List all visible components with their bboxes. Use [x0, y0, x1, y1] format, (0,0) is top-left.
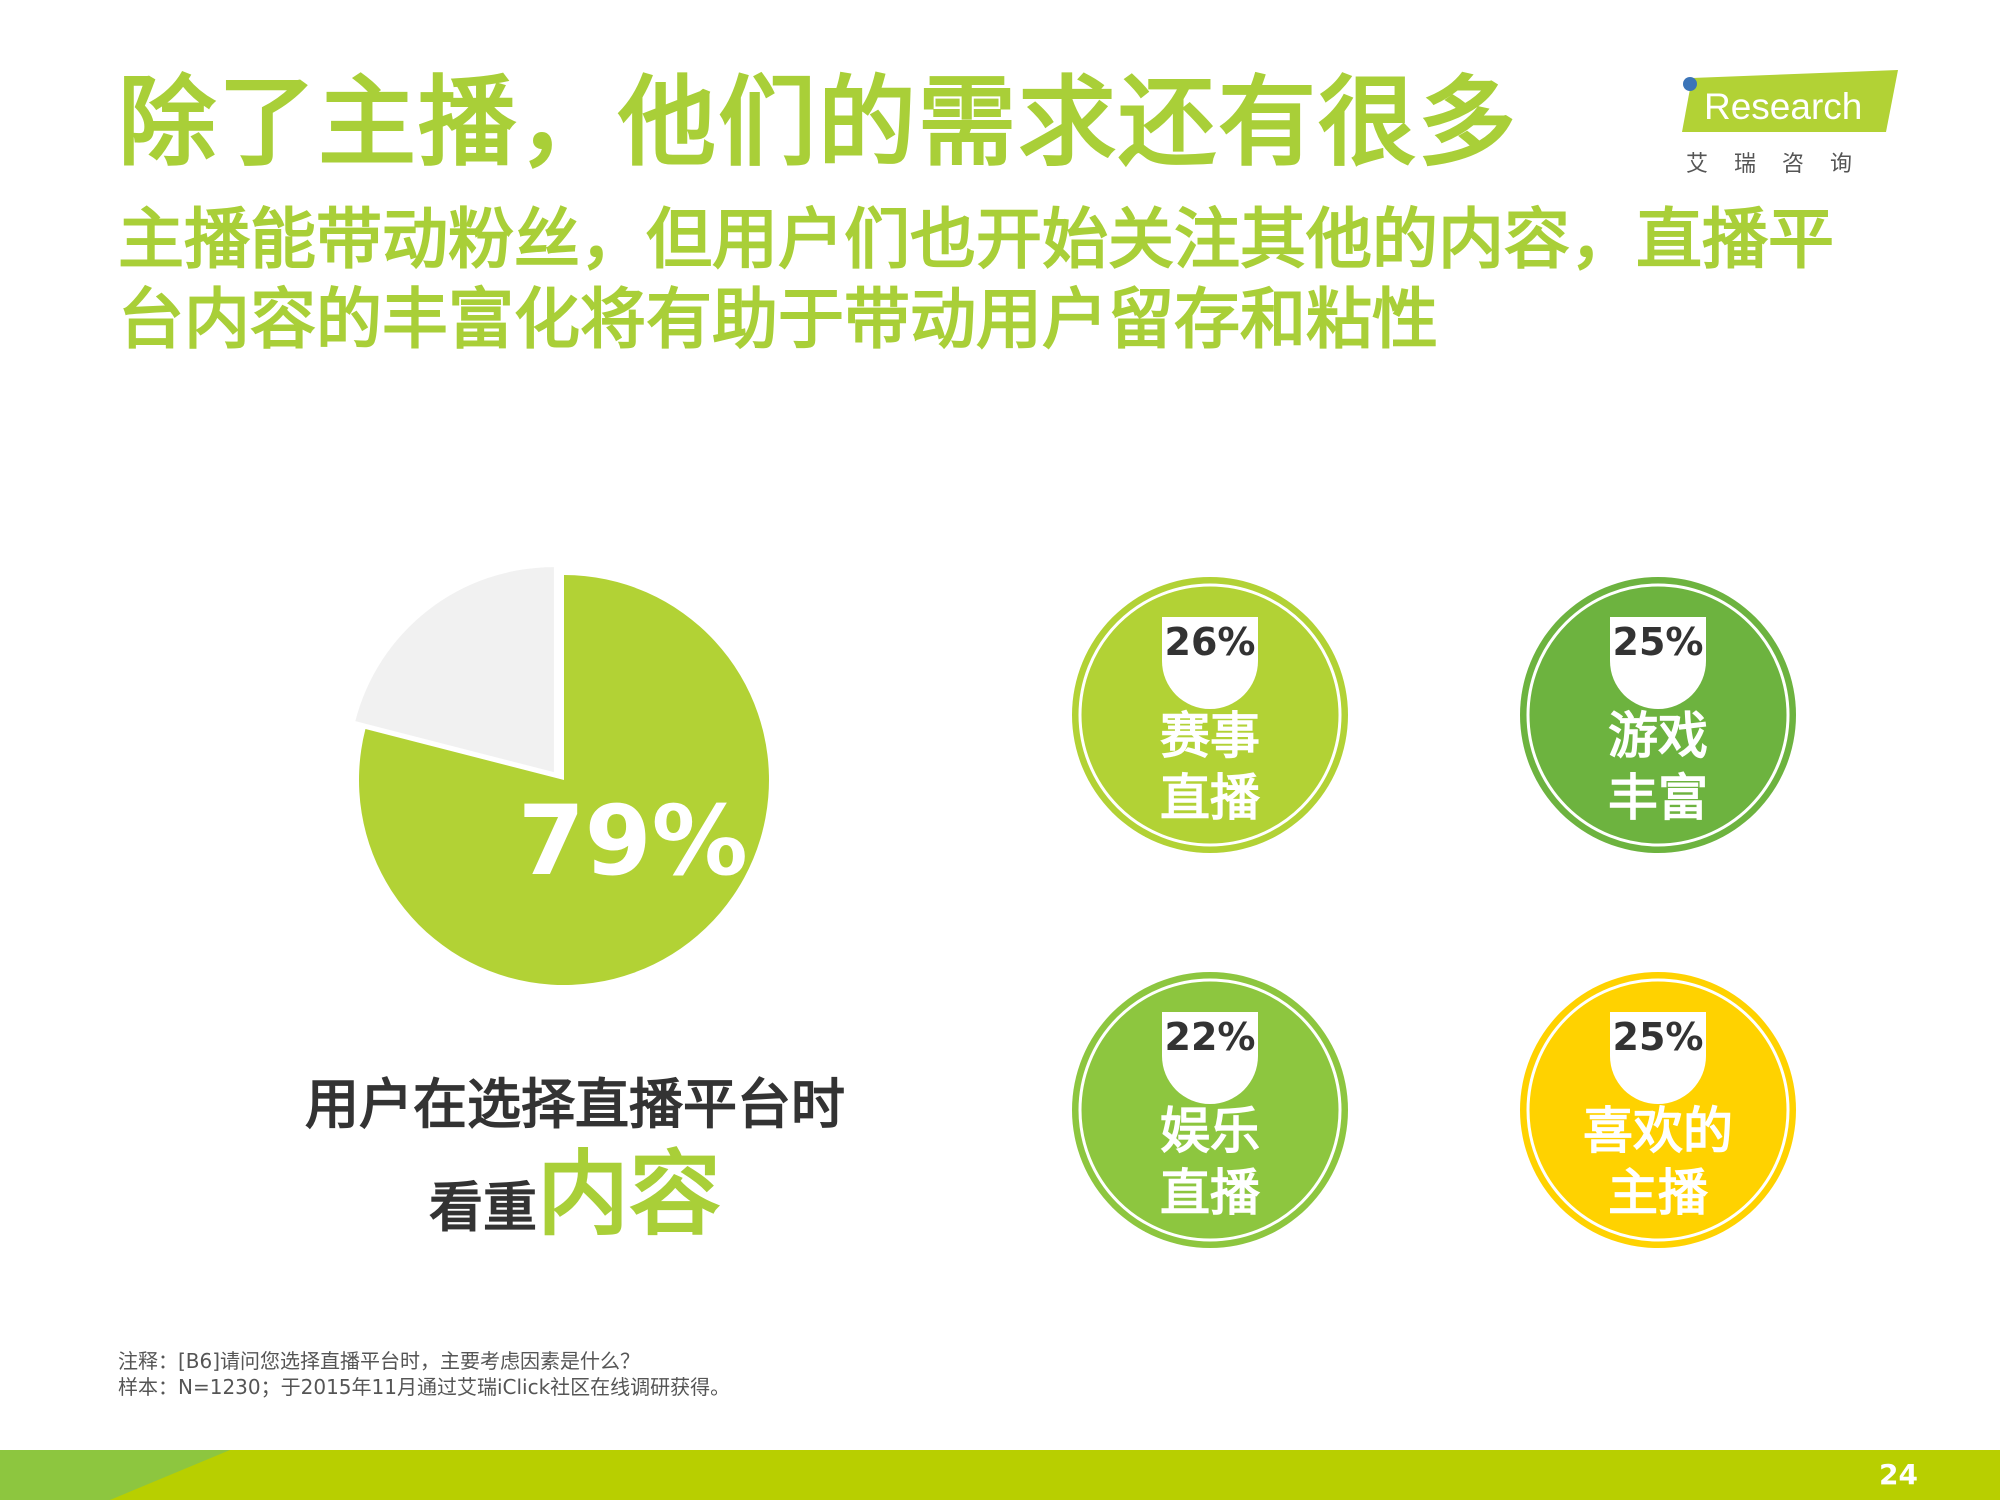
logo-badge — [1682, 70, 1898, 132]
pie-value-label: 79% — [518, 785, 748, 897]
page-number: 24 — [1879, 1458, 1918, 1491]
bubble-circle-1 — [1072, 577, 1348, 853]
pie-slice-rest — [355, 567, 554, 773]
bubble-label-1-line2: 直播 — [1160, 769, 1260, 827]
footnotes: 注释：[B6]请问您选择直播平台时，主要考虑因素是什么？ 样本：N=1230；于… — [118, 1348, 730, 1400]
caption-line1: 用户在选择直播平台时 — [305, 1073, 845, 1136]
bubble-label-3-line1: 娱乐 — [1160, 1102, 1260, 1160]
bubble-label-1: 赛事 直播 — [1090, 705, 1330, 829]
bubble-label-2: 游戏 丰富 — [1538, 705, 1778, 829]
bubble-pct-3: 22% — [1164, 1015, 1256, 1059]
logo-cn-text: 艾瑞咨询 — [1686, 152, 1879, 177]
bubble-circle-4 — [1520, 972, 1796, 1248]
iresearch-logo: Research 艾瑞咨询 — [1680, 70, 1900, 180]
footnote-question: 注释：[B6]请问您选择直播平台时，主要考虑因素是什么？ — [118, 1349, 641, 1373]
pie-slice-main — [359, 575, 769, 985]
bubble-circle-2 — [1520, 577, 1796, 853]
caption-highlight: 内容 — [536, 1141, 721, 1248]
page-subtitle: 主播能带动粉丝，但用户们也开始关注其他的内容，直播平台内容的丰富化将有助于带动用… — [118, 201, 1834, 358]
footer-accent — [0, 1450, 230, 1500]
bubble-label-2-line2: 丰富 — [1608, 769, 1708, 827]
bubble-label-1-line1: 赛事 — [1160, 707, 1260, 765]
bubble-label-4: 喜欢的 主播 — [1538, 1100, 1778, 1224]
pie-chart — [355, 567, 769, 985]
bubble-pct-1: 26% — [1164, 620, 1256, 664]
caption-line2: 看重内容 — [0, 1120, 1150, 1253]
footnote-sample: 样本：N=1230；于2015年11月通过艾瑞iClick社区在线调研获得。 — [118, 1375, 731, 1399]
bubble-pct-2: 25% — [1612, 620, 1704, 664]
bubble-circle-3 — [1072, 972, 1348, 1248]
bubble-label-2-line1: 游戏 — [1608, 707, 1708, 765]
bubble-label-4-line1: 喜欢的 — [1583, 1102, 1733, 1160]
bubble-label-3: 娱乐 直播 — [1090, 1100, 1330, 1224]
bubble-label-4-line2: 主播 — [1608, 1164, 1708, 1222]
bubble-label-3-line2: 直播 — [1160, 1164, 1260, 1222]
bubble-pct-4: 25% — [1612, 1015, 1704, 1059]
logo-wordmark: Research — [1704, 86, 1863, 127]
footer-bar — [0, 1450, 2000, 1500]
caption-prefix: 看重 — [428, 1176, 537, 1239]
page-title: 除了主播，他们的需求还有很多 — [118, 66, 1519, 180]
